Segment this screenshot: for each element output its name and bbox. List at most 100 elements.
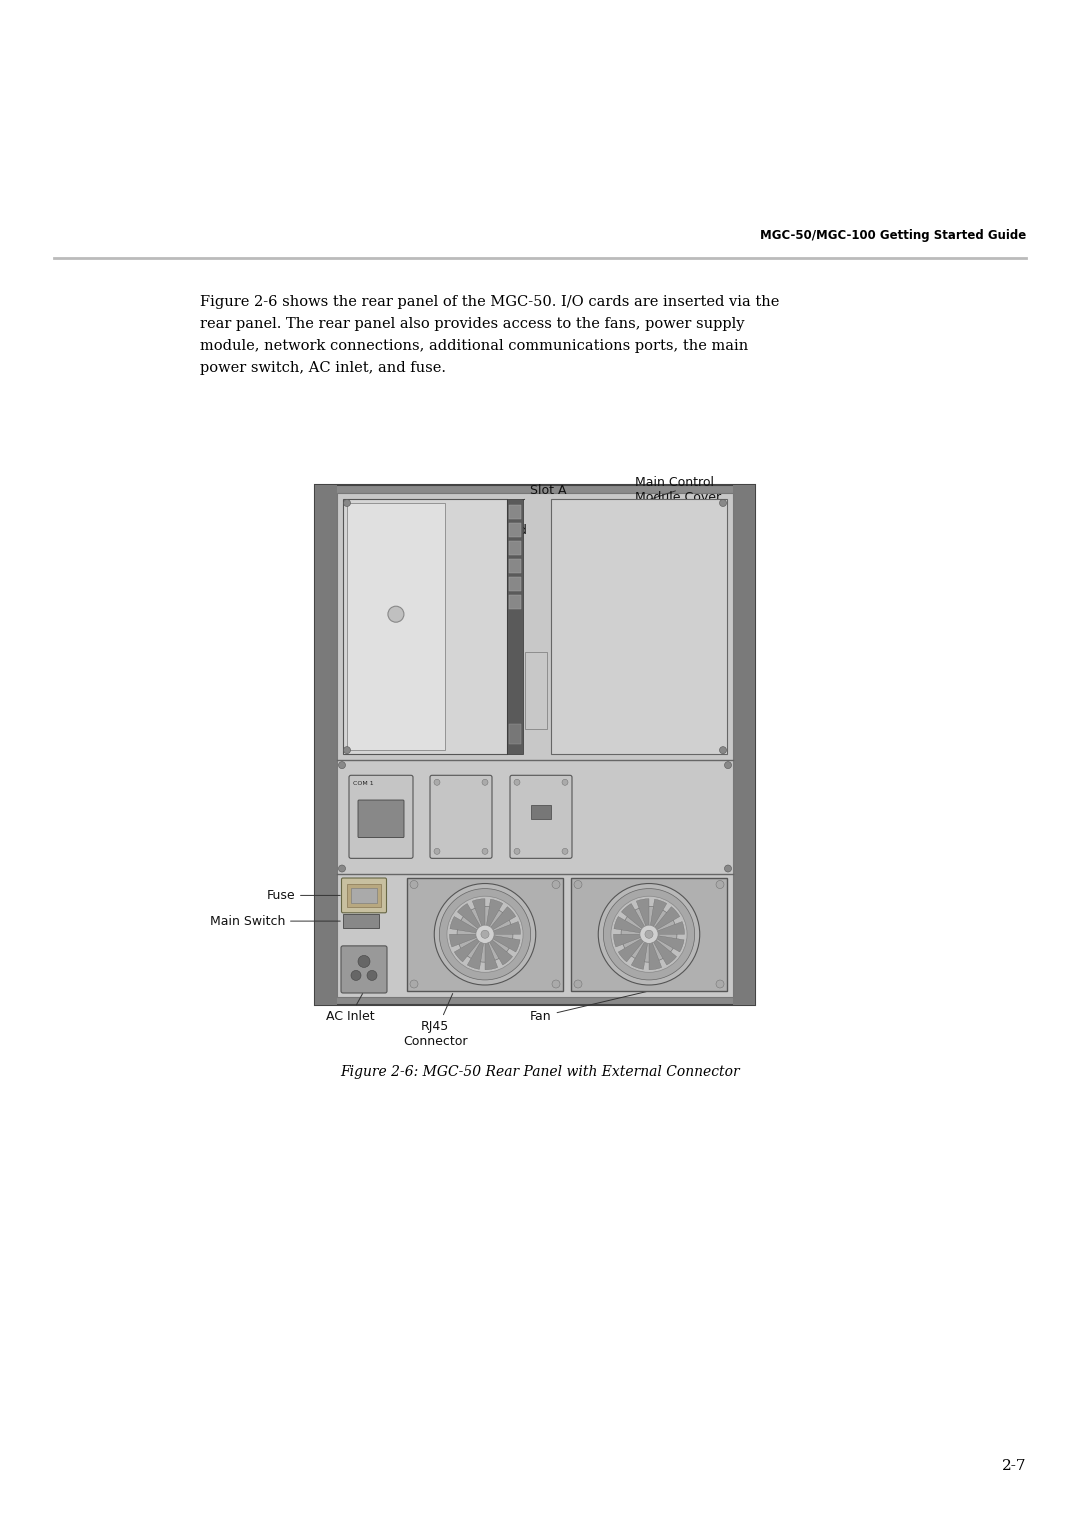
Wedge shape (649, 934, 684, 952)
Circle shape (725, 761, 731, 769)
Circle shape (343, 747, 351, 753)
FancyBboxPatch shape (341, 879, 387, 912)
Wedge shape (485, 898, 503, 934)
Circle shape (716, 880, 724, 888)
Circle shape (476, 924, 495, 943)
Circle shape (481, 931, 489, 938)
Bar (347, 883, 381, 908)
Wedge shape (458, 903, 485, 934)
Wedge shape (613, 917, 649, 934)
Circle shape (338, 761, 346, 769)
Bar (315, 484, 755, 1005)
FancyBboxPatch shape (341, 946, 387, 993)
Circle shape (457, 906, 513, 963)
Text: Figure 2-6: MGC-50 Rear Panel with External Connector: Figure 2-6: MGC-50 Rear Panel with Exter… (340, 1065, 740, 1079)
Text: AC Inlet: AC Inlet (326, 993, 375, 1024)
Circle shape (621, 906, 677, 963)
Circle shape (367, 970, 377, 981)
FancyBboxPatch shape (430, 775, 492, 859)
Wedge shape (485, 906, 516, 934)
FancyBboxPatch shape (510, 775, 572, 859)
Circle shape (573, 880, 582, 888)
Bar (510, 578, 522, 591)
Circle shape (338, 865, 346, 872)
Circle shape (357, 955, 370, 967)
Wedge shape (468, 934, 485, 969)
Circle shape (434, 848, 440, 854)
Bar (343, 500, 508, 755)
Bar (733, 484, 755, 1005)
Text: COM 1: COM 1 (353, 781, 374, 787)
Text: power switch, AC inlet, and fuse.: power switch, AC inlet, and fuse. (200, 361, 446, 374)
Circle shape (598, 883, 700, 986)
Text: MGC-50/MGC-100 Getting Started Guide: MGC-50/MGC-100 Getting Started Guide (759, 229, 1026, 241)
Text: rear panel. The rear panel also provides access to the fans, power supply: rear panel. The rear panel also provides… (200, 316, 744, 332)
Bar (508, 500, 524, 755)
Bar (337, 494, 733, 996)
Bar (510, 559, 522, 573)
Circle shape (482, 779, 488, 785)
Circle shape (482, 848, 488, 854)
Wedge shape (621, 903, 649, 934)
Bar (531, 805, 551, 819)
Bar (510, 523, 522, 536)
Wedge shape (613, 934, 649, 947)
Bar (347, 503, 445, 750)
Text: Fan: Fan (530, 992, 646, 1024)
Wedge shape (649, 921, 685, 934)
Circle shape (716, 979, 724, 989)
Circle shape (611, 897, 687, 972)
Circle shape (351, 970, 361, 981)
Wedge shape (450, 917, 485, 934)
Circle shape (410, 880, 418, 888)
Circle shape (725, 865, 731, 872)
Circle shape (440, 889, 530, 979)
Bar (315, 484, 337, 1005)
Bar (510, 724, 522, 744)
Text: Slot A: Slot A (518, 483, 567, 503)
Circle shape (645, 931, 653, 938)
Wedge shape (485, 934, 521, 952)
Text: Figure 2-6 shows the rear panel of the MGC-50. I/O cards are inserted via the: Figure 2-6 shows the rear panel of the M… (200, 295, 780, 309)
Bar (551, 500, 727, 755)
Circle shape (514, 779, 519, 785)
Wedge shape (472, 898, 485, 934)
Circle shape (434, 883, 536, 986)
Wedge shape (449, 934, 485, 947)
Wedge shape (631, 934, 649, 969)
Text: Main Control
Module Cover: Main Control Module Cover (635, 477, 721, 504)
Wedge shape (485, 934, 498, 970)
Text: Main Switch: Main Switch (210, 915, 340, 927)
Circle shape (562, 848, 568, 854)
Circle shape (719, 500, 727, 506)
Circle shape (573, 979, 582, 989)
Circle shape (410, 979, 418, 989)
Text: IO Card: IO Card (480, 524, 527, 542)
Wedge shape (636, 898, 649, 934)
Bar (407, 877, 563, 992)
Circle shape (552, 979, 561, 989)
Bar (510, 541, 522, 555)
Circle shape (639, 924, 658, 943)
Wedge shape (485, 934, 513, 966)
Circle shape (604, 889, 694, 979)
Wedge shape (649, 906, 679, 934)
Circle shape (562, 779, 568, 785)
Bar (343, 914, 379, 927)
Bar (351, 888, 377, 903)
Bar (571, 877, 727, 992)
Circle shape (552, 880, 561, 888)
Circle shape (514, 848, 519, 854)
Circle shape (343, 500, 351, 506)
Circle shape (434, 779, 440, 785)
Wedge shape (649, 898, 666, 934)
Wedge shape (649, 934, 676, 966)
Wedge shape (455, 934, 485, 961)
Wedge shape (649, 934, 662, 970)
Text: module, network connections, additional communications ports, the main: module, network connections, additional … (200, 339, 748, 353)
Bar (525, 652, 548, 729)
Wedge shape (485, 921, 521, 934)
Text: RJ45
Connector: RJ45 Connector (403, 993, 468, 1048)
Wedge shape (618, 934, 649, 961)
Text: 2-7: 2-7 (1001, 1459, 1026, 1473)
